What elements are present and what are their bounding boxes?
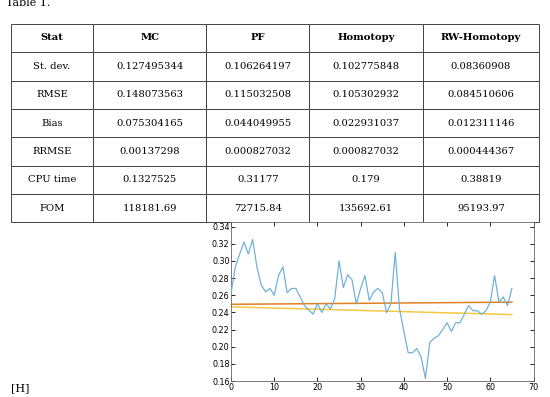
Text: [H]: [H] [11,383,30,393]
Text: Table 1.: Table 1. [6,0,50,8]
